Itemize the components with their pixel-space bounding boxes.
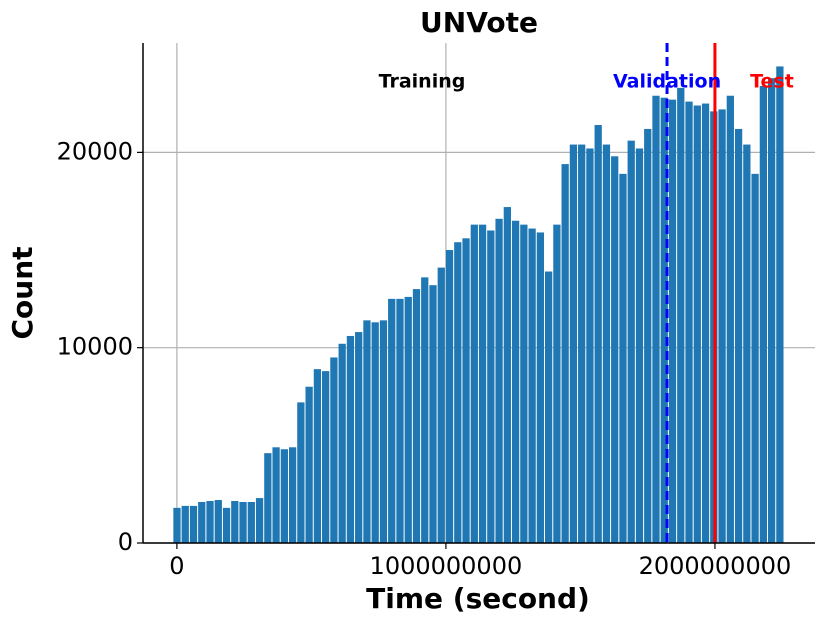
bar — [693, 105, 701, 543]
bar — [685, 101, 693, 543]
split-label: Validation — [613, 71, 721, 93]
bar — [173, 507, 181, 543]
bar — [412, 289, 421, 543]
y-tick-label: 10000 — [57, 333, 133, 361]
y-tick-label: 20000 — [57, 137, 133, 165]
bar — [701, 103, 710, 543]
bar — [388, 298, 396, 543]
bar — [355, 332, 363, 543]
bar — [470, 224, 478, 543]
region-label: Training — [379, 71, 466, 93]
bar — [371, 322, 379, 543]
y-axis-label: Count — [6, 246, 39, 339]
bar — [214, 500, 222, 543]
bar — [743, 144, 751, 543]
bar — [313, 369, 322, 543]
bar — [429, 285, 437, 543]
bar — [478, 224, 487, 543]
bar — [561, 164, 569, 543]
bar — [503, 207, 511, 543]
bar — [206, 501, 214, 543]
x-tick-label: 2000000000 — [639, 552, 792, 580]
bar — [198, 501, 206, 543]
bar — [487, 230, 495, 543]
bar — [338, 343, 346, 543]
bar — [189, 505, 198, 543]
bar — [751, 173, 759, 543]
bar — [280, 449, 288, 543]
bar — [305, 386, 313, 543]
bar — [520, 224, 528, 543]
bar — [545, 271, 553, 543]
bar — [569, 144, 578, 543]
bar — [462, 238, 470, 543]
bar — [445, 250, 454, 543]
bar — [652, 95, 660, 543]
bar — [222, 507, 231, 543]
bar — [718, 109, 726, 543]
bar — [272, 447, 280, 543]
x-tick-label: 0 — [169, 552, 184, 580]
x-axis-label: Time (second) — [366, 582, 590, 615]
bar — [511, 220, 520, 543]
x-tick-label: 1000000000 — [370, 552, 523, 580]
bar — [536, 232, 545, 543]
bar — [239, 501, 247, 543]
bar — [528, 228, 536, 543]
bar — [759, 85, 767, 543]
bar — [677, 87, 685, 543]
bar — [644, 128, 652, 543]
bar — [611, 156, 619, 543]
bar — [627, 140, 635, 543]
bar — [330, 357, 338, 543]
bar — [231, 501, 239, 543]
bar — [668, 99, 677, 543]
bar — [322, 371, 330, 543]
bar — [421, 277, 429, 543]
bar — [594, 125, 602, 543]
bar — [379, 320, 388, 543]
bar — [454, 242, 462, 543]
bar — [181, 505, 189, 543]
bar — [619, 173, 627, 543]
bar — [776, 66, 784, 543]
bar — [660, 97, 668, 543]
bar — [586, 148, 594, 543]
bar — [602, 144, 611, 543]
bar — [726, 95, 734, 543]
bar — [264, 453, 272, 543]
bar — [396, 298, 404, 543]
bar — [363, 320, 371, 543]
bar — [767, 78, 776, 543]
bar — [247, 501, 255, 543]
bar — [495, 218, 503, 543]
bar — [404, 296, 412, 543]
bar — [297, 402, 305, 543]
bar — [578, 144, 586, 543]
bar — [437, 267, 445, 543]
split-label: Test — [750, 71, 794, 93]
y-tick-label: 0 — [118, 528, 133, 556]
bar — [346, 335, 355, 543]
bar — [734, 128, 743, 543]
bar — [635, 148, 644, 543]
chart-title: UNVote — [420, 6, 538, 39]
bar — [288, 447, 297, 543]
bar — [255, 498, 264, 543]
bar — [553, 224, 561, 543]
